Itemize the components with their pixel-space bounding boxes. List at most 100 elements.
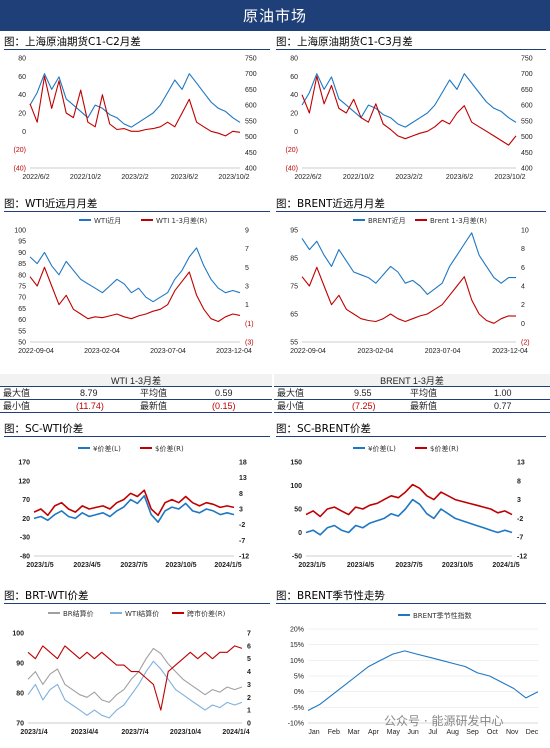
stats-brent-avg: 1.00 bbox=[494, 388, 512, 398]
wti_spread-legend-label: WTI近月 bbox=[94, 216, 121, 225]
wti_spread-right-tick: (1) bbox=[245, 321, 254, 328]
sc_c1c2-x-tick: 2022/6/2 bbox=[22, 174, 49, 181]
brent_seasonal-x-tick: May bbox=[387, 729, 401, 736]
brt_wti-legend-label: WTI结算价 bbox=[125, 609, 159, 618]
sc_brent-legend-label: $价差(R) bbox=[430, 444, 459, 453]
sc_c1c3-right-tick: 600 bbox=[521, 103, 533, 110]
chart-sc-brent: 150 100 50 0 -50 13 8 3 -2 -7 -12 2023/1/5 2023/4/5 2… bbox=[276, 438, 546, 580]
chart-brent-seasonal: 20% 15% 10% 5% 0% -5% -10% Jan Feb Mar Apr May Jun Ju… bbox=[276, 605, 546, 745]
wti_spread-right-tick: 1 bbox=[245, 302, 249, 309]
sc_brent-series-line bbox=[305, 483, 513, 518]
sc_brent-x-tick: 2024/1/5 bbox=[492, 562, 519, 569]
brt_wti-legend-label: 跨市价差(R) bbox=[187, 609, 226, 618]
wti_spread-legend-label: WTI 1-3月差(R) bbox=[156, 216, 208, 225]
stats-brent-avg-label: 平均值 bbox=[410, 388, 438, 398]
brt_wti-series-line bbox=[27, 647, 243, 703]
sc_brent-left-tick: 100 bbox=[290, 483, 302, 490]
sc_c1c3-left-tick: 40 bbox=[290, 92, 298, 99]
brent_seasonal-left-tick: 0% bbox=[294, 689, 304, 696]
panel-title-brt-wti: 图：BRT-WTI价差 bbox=[4, 590, 270, 604]
sc_c1c2-right-tick: 700 bbox=[245, 71, 257, 78]
brt_wti-x-tick: 2024/1/4 bbox=[222, 729, 249, 736]
sc_brent-x-tick: 2023/4/5 bbox=[347, 562, 374, 569]
sc_c1c3-right-tick: 450 bbox=[521, 150, 533, 157]
stats-wti-avg-label: 平均值 bbox=[140, 388, 168, 398]
section-title: 原油市场 bbox=[242, 7, 307, 25]
brent_seasonal-x-tick: Jan bbox=[308, 729, 319, 736]
brt_wti-left-tick: 100 bbox=[12, 631, 24, 638]
brent_seasonal-x-tick: Aug bbox=[446, 729, 459, 736]
stats-brent-latest: 0.77 bbox=[494, 401, 512, 411]
wti_spread-left-tick: 80 bbox=[18, 272, 26, 279]
brent_spread-right-tick: 6 bbox=[521, 265, 525, 272]
sc_c1c3-left-tick: 20 bbox=[290, 111, 298, 118]
sc_c1c2-right-tick: 500 bbox=[245, 134, 257, 141]
stats-brent-max: 9.55 bbox=[354, 388, 372, 398]
wti_spread-left-tick: 65 bbox=[18, 306, 26, 313]
sc_brent-x-tick: 2023/1/5 bbox=[298, 562, 325, 569]
sc_c1c3-series-line bbox=[301, 75, 517, 146]
sc_c1c3-x-tick: 2023/2/2 bbox=[395, 174, 422, 181]
sc_brent-right-tick: -7 bbox=[517, 535, 523, 542]
wti_spread-series-line bbox=[29, 247, 241, 303]
sc_c1c3-right-tick: 750 bbox=[521, 56, 533, 63]
sc_c1c2-series-line bbox=[29, 73, 241, 128]
brt_wti-left-tick: 70 bbox=[16, 721, 24, 728]
sc_wti-x-tick: 2023/1/5 bbox=[26, 562, 53, 569]
brt_wti-x-tick: 2023/7/4 bbox=[121, 729, 148, 736]
sc_c1c2-x-tick: 2022/10/2 bbox=[70, 174, 101, 181]
panel-title-sc-wti: 图：SC-WTI价差 bbox=[4, 423, 270, 437]
chart-sc-c1c3: 80 60 40 20 0 (20) (40) 750 700 650 600 550 500 450 40… bbox=[276, 50, 546, 196]
stats-brent-title: BRENT 1-3月差 bbox=[274, 374, 550, 387]
brent_spread-left-tick: 85 bbox=[290, 256, 298, 263]
panel-title-brent-seasonal: 图：BRENT季节性走势 bbox=[276, 590, 546, 604]
sc_c1c3-x-tick: 2023/10/2 bbox=[494, 174, 525, 181]
sc_wti-left-tick: 170 bbox=[18, 460, 30, 467]
brent_seasonal-x-tick: Jun bbox=[407, 729, 418, 736]
stats-brent-max-label: 最大值 bbox=[277, 388, 305, 398]
stats-brent-row-1: 最大值 9.55 平均值 1.00 bbox=[274, 387, 550, 400]
sc_c1c3-x-tick: 2022/10/2 bbox=[343, 174, 374, 181]
sc_wti-x-tick: 2023/4/5 bbox=[73, 562, 100, 569]
sc_c1c2-left-tick: (40) bbox=[14, 166, 26, 173]
sc_c1c3-x-tick: 2022/6/2 bbox=[294, 174, 321, 181]
wti_spread-right-tick: 7 bbox=[245, 246, 249, 253]
brent_seasonal-x-tick: Oct bbox=[487, 729, 498, 736]
sc_wti-left-tick: 70 bbox=[22, 497, 30, 504]
wti_spread-left-tick: 90 bbox=[18, 250, 26, 257]
stats-brent-latest-label: 最新值 bbox=[410, 401, 438, 411]
sc_c1c2-x-tick: 2023/6/2 bbox=[171, 174, 198, 181]
wti_spread-series-line bbox=[29, 266, 241, 323]
sc_wti-right-tick: 18 bbox=[239, 460, 247, 467]
brt_wti-right-tick: 2 bbox=[247, 695, 251, 702]
sc_wti-left-tick: 120 bbox=[18, 478, 30, 485]
brent_seasonal-left-tick: 20% bbox=[290, 627, 304, 634]
stats-wti-row-1: 最大值 8.79 平均值 0.59 bbox=[0, 387, 272, 400]
wti_spread-left-tick: 60 bbox=[18, 317, 26, 324]
sc_c1c3-right-tick: 550 bbox=[521, 118, 533, 125]
brent_seasonal-left-tick: -5% bbox=[292, 705, 304, 712]
sc_c1c2-left-tick: 20 bbox=[18, 111, 26, 118]
sc_brent-series-line bbox=[305, 498, 513, 536]
stats-brent-min: (7.25) bbox=[352, 401, 376, 411]
wti_spread-x-tick: 2023-12-04 bbox=[216, 348, 252, 355]
brent_spread-right-tick: 2 bbox=[521, 302, 525, 309]
brent_seasonal-left-tick: 10% bbox=[290, 658, 304, 665]
chart-wti-spread: 100 95 90 85 80 75 70 65 60 55 50 9 7 5 3 1 (1) (3) 2022-0… bbox=[4, 212, 270, 372]
brent_seasonal-x-tick: Jul bbox=[428, 729, 437, 736]
sc_wti-legend-label: ¥价差(L) bbox=[93, 444, 121, 453]
sc_wti-right-tick: -12 bbox=[239, 554, 249, 561]
brt_wti-left-tick: 90 bbox=[16, 661, 24, 668]
sc_c1c3-right-tick: 500 bbox=[521, 134, 533, 141]
wti_spread-x-tick: 2022-09-04 bbox=[18, 348, 54, 355]
stats-wti-max: 8.79 bbox=[80, 388, 98, 398]
sc_c1c3-left-tick: 60 bbox=[290, 74, 298, 81]
brt_wti-x-tick: 2023/1/4 bbox=[20, 729, 47, 736]
stats-wti-title: WTI 1-3月差 bbox=[0, 374, 272, 387]
brent_seasonal-legend-label: BRENT季节性指数 bbox=[413, 611, 472, 620]
sc_c1c2-right-tick: 600 bbox=[245, 103, 257, 110]
brt_wti-x-tick: 2023/4/4 bbox=[71, 729, 98, 736]
sc_c1c3-right-tick: 650 bbox=[521, 87, 533, 94]
wti_spread-x-tick: 2023-02-04 bbox=[84, 348, 120, 355]
brt_wti-right-tick: 0 bbox=[247, 721, 251, 728]
